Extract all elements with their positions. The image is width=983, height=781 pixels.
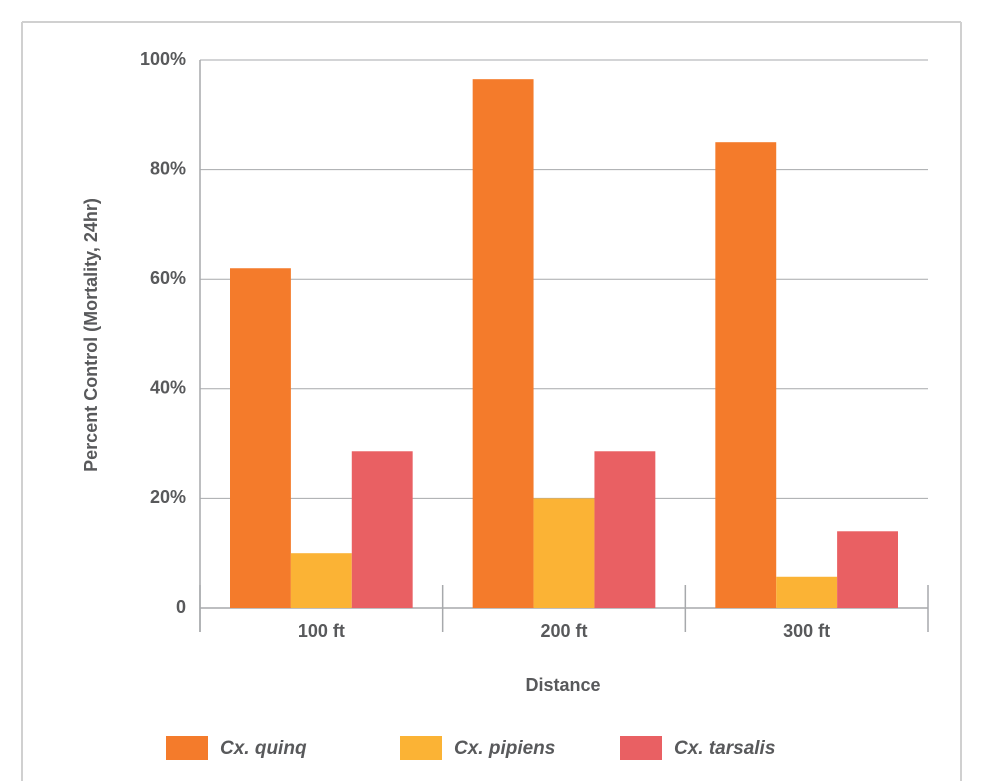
legend-swatch [400, 736, 442, 760]
bar [594, 451, 656, 608]
bar [776, 576, 838, 608]
y-tick-label: 0 [176, 597, 186, 617]
bar [230, 268, 291, 608]
legend-swatch [620, 736, 662, 760]
y-tick-label: 80% [150, 158, 186, 178]
y-tick-label: 20% [150, 487, 186, 507]
bar [715, 142, 777, 608]
y-axis-title: Percent Control (Mortality, 24hr) [81, 198, 101, 472]
legend-label: Cx. pipiens [454, 738, 555, 759]
bar [472, 79, 534, 609]
x-axis-title: Distance [525, 675, 600, 695]
bar [837, 531, 898, 608]
y-tick-label: 60% [150, 268, 186, 288]
bar [290, 553, 352, 608]
y-tick-label: 40% [150, 378, 186, 398]
x-tick-label: 100 ft [298, 621, 345, 641]
x-tick-label: 200 ft [540, 621, 587, 641]
bar [533, 498, 595, 608]
y-tick-label: 100% [140, 49, 186, 69]
legend-swatch [166, 736, 208, 760]
legend-label: Cx. tarsalis [674, 738, 775, 759]
bar [351, 451, 413, 608]
x-tick-label: 300 ft [783, 621, 830, 641]
legend-label: Cx. quinq [220, 738, 307, 759]
